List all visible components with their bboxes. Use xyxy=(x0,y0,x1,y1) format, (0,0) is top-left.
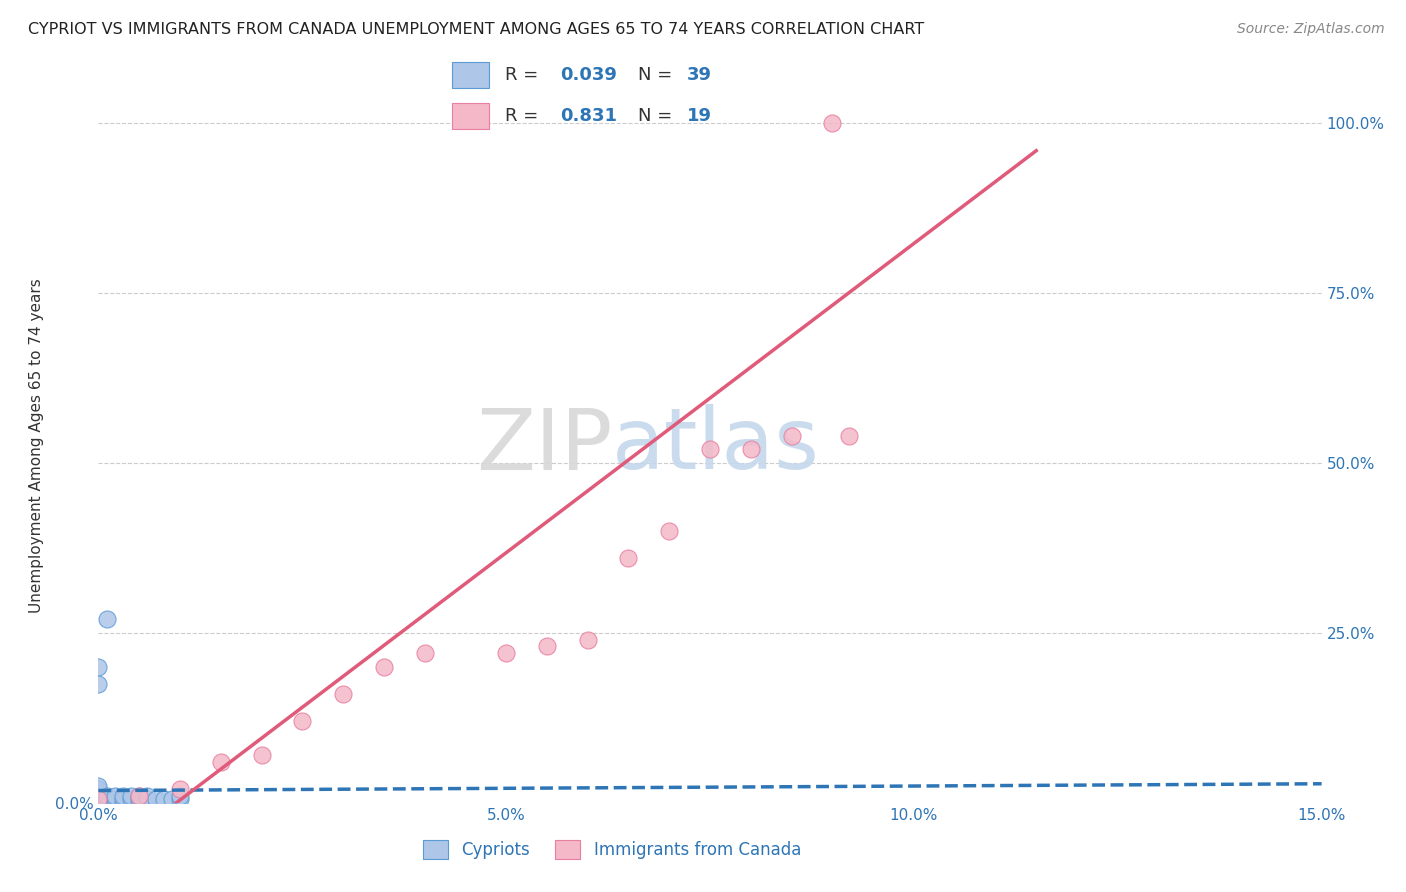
Point xyxy=(87,786,110,800)
Point xyxy=(87,796,110,810)
Point xyxy=(136,792,159,806)
Point xyxy=(120,792,142,806)
Point xyxy=(250,748,273,763)
Point xyxy=(104,789,127,803)
Point xyxy=(87,782,110,797)
Point xyxy=(87,789,110,803)
Point xyxy=(821,116,844,130)
Point xyxy=(87,792,110,806)
Point xyxy=(128,792,150,806)
Point xyxy=(87,788,110,802)
Point xyxy=(576,632,599,647)
Text: 39: 39 xyxy=(688,66,713,84)
Text: R =: R = xyxy=(505,107,544,125)
Point xyxy=(413,646,436,660)
Point xyxy=(87,789,110,803)
Text: 0.039: 0.039 xyxy=(561,66,617,84)
Point xyxy=(87,782,110,797)
Point xyxy=(169,792,191,806)
Point xyxy=(128,796,150,810)
Text: Source: ZipAtlas.com: Source: ZipAtlas.com xyxy=(1237,22,1385,37)
Text: atlas: atlas xyxy=(612,404,820,488)
Text: CYPRIOT VS IMMIGRANTS FROM CANADA UNEMPLOYMENT AMONG AGES 65 TO 74 YEARS CORRELA: CYPRIOT VS IMMIGRANTS FROM CANADA UNEMPL… xyxy=(28,22,924,37)
Point xyxy=(128,789,150,803)
Point xyxy=(209,755,232,769)
Y-axis label: Unemployment Among Ages 65 to 74 years: Unemployment Among Ages 65 to 74 years xyxy=(28,278,44,614)
Point xyxy=(658,524,681,538)
Point xyxy=(373,660,395,674)
Point xyxy=(152,792,174,806)
Point xyxy=(111,796,134,810)
Text: N =: N = xyxy=(638,66,678,84)
Point xyxy=(87,779,110,793)
Point xyxy=(169,789,191,803)
Text: N =: N = xyxy=(638,107,678,125)
Legend: Cypriots, Immigrants from Canada: Cypriots, Immigrants from Canada xyxy=(416,834,807,866)
Text: ZIP: ZIP xyxy=(475,404,612,488)
Point xyxy=(136,789,159,803)
FancyBboxPatch shape xyxy=(453,62,489,88)
Point xyxy=(128,789,150,803)
Text: 0.831: 0.831 xyxy=(561,107,617,125)
Point xyxy=(104,792,127,806)
Point xyxy=(87,660,110,674)
Point xyxy=(87,792,110,806)
Point xyxy=(111,789,134,803)
Point xyxy=(536,640,558,654)
Point xyxy=(740,442,762,457)
Point xyxy=(87,796,110,810)
Point xyxy=(96,612,118,626)
Point xyxy=(780,429,803,443)
Point xyxy=(104,796,127,810)
Point xyxy=(699,442,721,457)
Point xyxy=(96,789,118,803)
Point xyxy=(87,677,110,691)
Point xyxy=(87,796,110,810)
Text: 19: 19 xyxy=(688,107,713,125)
Point xyxy=(145,792,167,806)
Point xyxy=(87,796,110,810)
Point xyxy=(87,796,110,810)
FancyBboxPatch shape xyxy=(453,103,489,129)
Point xyxy=(169,782,191,797)
Point xyxy=(120,789,142,803)
Text: R =: R = xyxy=(505,66,544,84)
Point xyxy=(160,792,183,806)
Point xyxy=(96,796,118,810)
Point xyxy=(87,792,110,806)
Point xyxy=(96,792,118,806)
Point xyxy=(87,796,110,810)
Point xyxy=(332,687,354,701)
Point xyxy=(111,792,134,806)
Point xyxy=(291,714,314,729)
Point xyxy=(617,551,640,566)
Point xyxy=(838,429,860,443)
Point xyxy=(495,646,517,660)
Point xyxy=(87,790,110,805)
